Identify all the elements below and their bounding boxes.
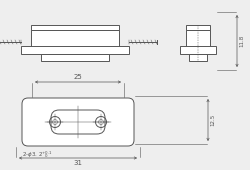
Bar <box>31 30 118 50</box>
Bar <box>41 54 108 61</box>
FancyBboxPatch shape <box>22 98 134 146</box>
Bar <box>188 54 206 61</box>
Text: 31: 31 <box>73 160 82 166</box>
Bar <box>21 46 128 54</box>
Bar <box>31 25 118 30</box>
Text: 25: 25 <box>73 74 82 80</box>
Text: 2-$\phi$3. 2$^{+0.1}_{\ \ 0}$: 2-$\phi$3. 2$^{+0.1}_{\ \ 0}$ <box>22 149 52 160</box>
FancyBboxPatch shape <box>51 110 104 134</box>
Bar <box>185 25 209 30</box>
Text: 12.5: 12.5 <box>209 114 214 126</box>
Text: 11.8: 11.8 <box>238 35 243 47</box>
Bar <box>179 46 215 54</box>
Bar <box>185 30 209 50</box>
